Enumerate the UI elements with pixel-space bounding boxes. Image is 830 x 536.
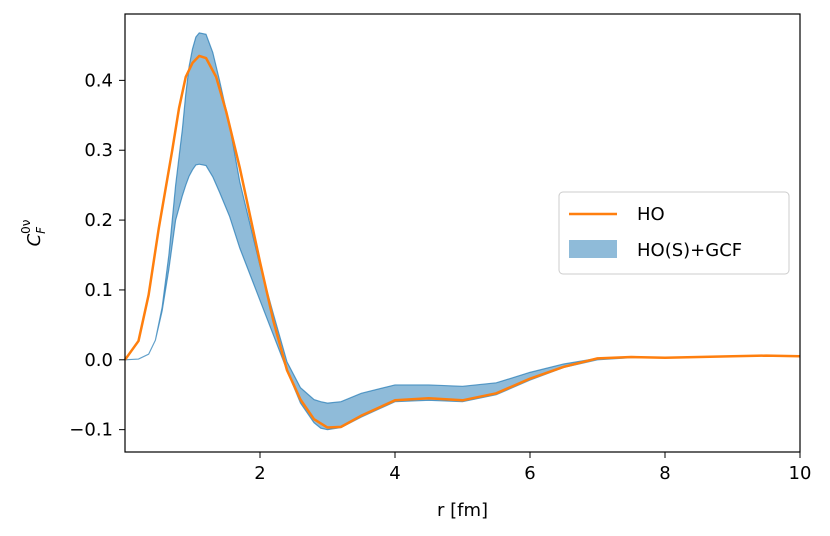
y-axis-label-base: C [24, 233, 45, 246]
legend-box [558, 191, 790, 275]
x-tick-label: 6 [524, 463, 535, 484]
legend-label-ho-s-gcf: HO(S)+GCF [637, 240, 742, 261]
y-axis-label-superscript: 0ν [19, 219, 33, 234]
x-tick-label: 8 [659, 463, 670, 484]
y-tick-label: 0.2 [84, 210, 113, 231]
y-axis-label: CF0ν [19, 219, 48, 246]
line-layer [123, 54, 801, 429]
series-line-ho [123, 54, 801, 429]
x-axis-label: r [fm] [437, 500, 488, 521]
y-tick-label: −0.1 [69, 420, 113, 441]
legend-label-ho: HO [637, 204, 665, 225]
x-tick-label: 2 [254, 463, 265, 484]
x-axis-ticks: 2 4 6 8 10 [254, 452, 811, 484]
axes-frame [124, 13, 801, 453]
legend-swatch-ho-s-gcf [569, 240, 617, 258]
y-axis-ticks: −0.1 0.0 0.1 0.2 0.3 0.4 [69, 70, 125, 441]
x-tick-label: 10 [789, 463, 812, 484]
y-tick-label: 0.0 [84, 350, 113, 371]
legend: HO HO(S)+GCF [558, 191, 790, 275]
y-tick-label: 0.4 [84, 70, 113, 91]
y-tick-label: 0.1 [84, 280, 113, 301]
x-tick-label: 4 [389, 463, 400, 484]
y-axis-label-subscript: F [34, 226, 48, 234]
y-tick-label: 0.3 [84, 140, 113, 161]
